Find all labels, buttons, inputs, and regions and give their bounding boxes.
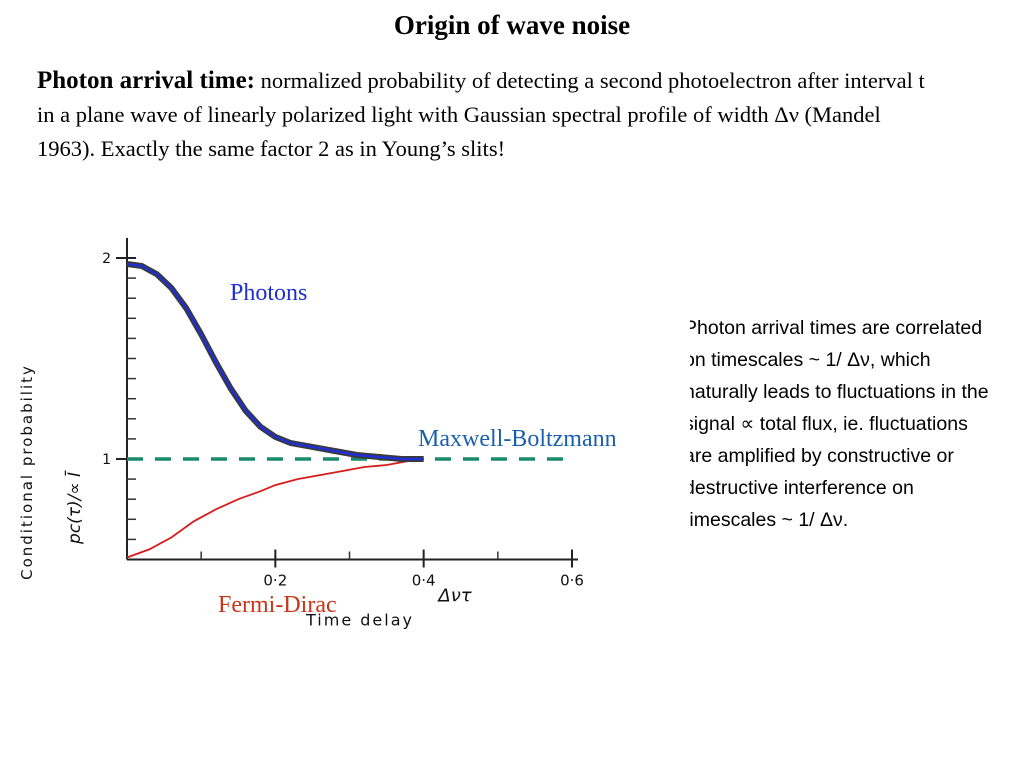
y-tick-label: 1 [102,452,111,468]
y-axis-label: Conditional probability [18,364,36,580]
intro-paragraph: Photon arrival time: normalized probabil… [37,64,937,166]
x-axis-label: Time delay [305,611,414,630]
chart-axes [116,237,578,568]
intro-lead: Photon arrival time: [37,67,256,94]
chart-labels: 1 2 0·2 0·4 0·6 Time delay Δντ Conditional prob… [18,251,617,630]
chart-series [126,261,572,559]
series-label-fermi-dirac: Fermi-Dirac [218,592,337,618]
y-tick-label: 2 [102,251,111,267]
x-tick-label: 0·2 [263,572,287,590]
x-tick-label: 0·4 [412,572,436,590]
fermi-dirac-line [126,458,424,559]
slide-title: Origin of wave noise [393,10,631,40]
intro-text: normalized probability of detecting a se… [37,68,925,161]
series-label-maxwell-boltzmann: Maxwell-Boltzmann [418,426,617,452]
series-label-photons: Photons [230,280,307,306]
y-axis-symbol: pᴄ(τ)/∝ Ī [63,470,85,545]
photons-line [126,262,424,461]
conditional-probability-chart: 1 2 0·2 0·4 0·6 Time delay Δντ Conditional prob… [0,215,690,765]
x-axis-symbol: Δντ [436,586,471,607]
x-tick-label: 0·6 [560,572,584,590]
side-explanation: Photon arrival times are correlated on t… [684,317,989,531]
